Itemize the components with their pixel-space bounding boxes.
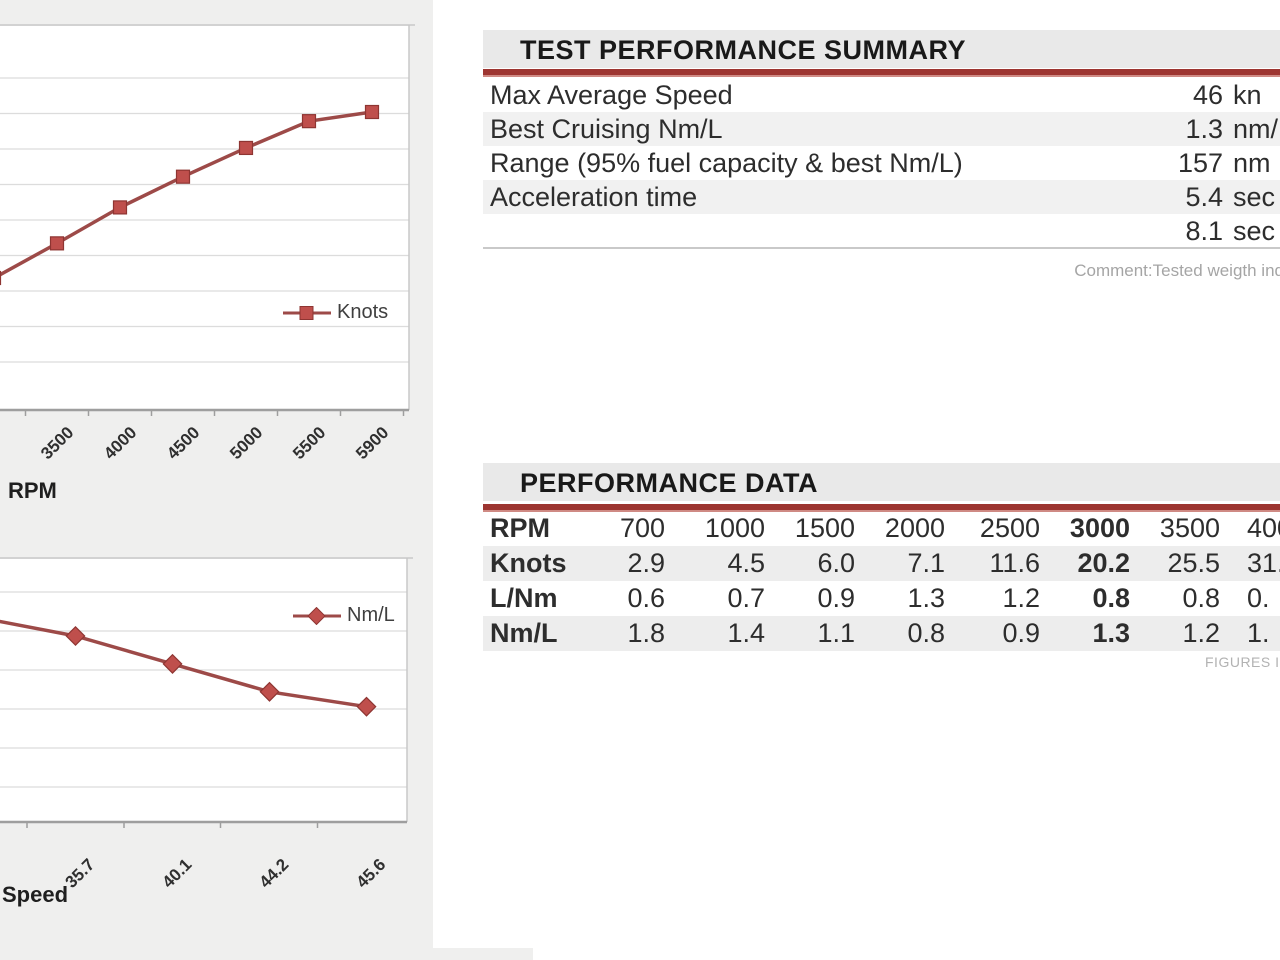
performance-table-cell: 4000 <box>1247 513 1280 543</box>
performance-table-cell: 0.7 <box>727 583 765 613</box>
performance-table-cell: 2000 <box>884 513 945 543</box>
summary-table-row: 8.1 sec <box>483 214 1280 248</box>
knots-vs-rpm-chart <box>0 24 415 416</box>
performance-table-row: L/Nm 0.6 0.7 0.9 1.3 1.2 0.8 0.8 0. <box>483 581 1280 616</box>
data-point-marker <box>175 169 191 184</box>
summary-row-label: Range (95% fuel capacity & best Nm/L) <box>490 148 963 178</box>
performance-table-cell: 700 <box>619 513 665 543</box>
performance-row-label: Knots <box>490 548 567 578</box>
performance-table-cell: 6.0 <box>817 548 855 578</box>
data-point-marker <box>301 114 317 129</box>
summary-row-unit: kn <box>1233 80 1262 110</box>
performance-footnote: FIGURES I <box>1205 654 1280 670</box>
summary-table-bottom-border <box>483 247 1280 249</box>
performance-table-cell: 1. <box>1247 618 1270 648</box>
performance-table-cell: 2500 <box>979 513 1040 543</box>
summary-row-label: Best Cruising Nm/L <box>490 114 723 144</box>
summary-table-row: Acceleration time 5.4 sec <box>483 180 1280 214</box>
performance-table-cell: 7.1 <box>907 548 945 578</box>
plot-area <box>0 26 409 410</box>
data-point-marker <box>259 681 280 702</box>
summary-row-value: 46 <box>1192 80 1223 110</box>
performance-table-cell: 0. <box>1247 583 1270 613</box>
performance-table-cell: 0.9 <box>817 583 855 613</box>
summary-row-value: 157 <box>1177 148 1223 178</box>
summary-row-unit: nm <box>1233 148 1271 178</box>
performance-table-cell: 1.4 <box>727 618 765 648</box>
performance-table-cell: 11.6 <box>989 548 1040 578</box>
performance-table-cell: 0.9 <box>1002 618 1040 648</box>
performance-table-cell: 1.3 <box>907 583 945 613</box>
summary-comment: Comment:Tested weigth ind <box>1074 261 1280 280</box>
summary-row-label: Acceleration time <box>490 182 698 212</box>
performance-table-cell: 0.8 <box>1092 583 1130 613</box>
performance-table-cell: 4.5 <box>727 548 765 578</box>
data-point-marker <box>162 653 183 674</box>
summary-row-value: 1.3 <box>1185 114 1223 144</box>
performance-table-cell: 3500 <box>1159 513 1220 543</box>
data-point-marker <box>364 104 380 120</box>
performance-table-cell: 1500 <box>794 513 855 543</box>
performance-row-label: RPM <box>490 513 550 543</box>
summary-red-divider <box>483 69 1280 77</box>
legend-label: Knots <box>337 301 389 323</box>
data-point-marker <box>65 625 86 647</box>
summary-table-row: Max Average Speed 46 kn <box>483 78 1280 112</box>
summary-row-label: Max Average Speed <box>490 80 733 110</box>
performance-table-cell: 2.9 <box>627 548 665 578</box>
legend-marker-square-icon <box>283 305 331 320</box>
performance-table-cell: 25.5 <box>1167 548 1220 578</box>
performance-table-cell: 0.8 <box>1182 583 1220 613</box>
performance-table-title: PERFORMANCE DATA <box>520 468 818 498</box>
x-axis-title-speed: Speed <box>2 882 69 907</box>
performance-table-header-bar: PERFORMANCE DATA <box>483 463 1280 501</box>
performance-table-cell: 1.2 <box>1002 583 1040 613</box>
summary-table-header-bar: TEST PERFORMANCE SUMMARY <box>483 30 1280 68</box>
data-point-marker <box>238 140 254 156</box>
summary-row-unit: sec <box>1233 216 1276 246</box>
performance-table-cell: 0.8 <box>907 618 945 648</box>
performance-table-cell: 1.3 <box>1092 618 1130 648</box>
performance-table-cell: 1.1 <box>817 618 855 648</box>
plot-area <box>0 559 407 822</box>
performance-red-divider <box>483 504 1280 512</box>
summary-table-row: Best Cruising Nm/L 1.3 nm/L <box>483 112 1280 146</box>
performance-table-row: RPM 700 1000 1500 2000 2500 3000 3500 4000 <box>483 511 1280 546</box>
data-point-marker <box>0 270 2 286</box>
performance-row-label: Nm/L <box>490 618 558 648</box>
summary-table-row: Range (95% fuel capacity & best Nm/L) 157… <box>483 146 1280 180</box>
summary-row-value: 8.1 <box>1185 216 1223 246</box>
summary-row-value: 5.4 <box>1185 182 1223 212</box>
legend-marker-diamond-icon <box>293 606 341 625</box>
x-axis-title-rpm: RPM <box>8 478 57 503</box>
performance-table-cell: 31. <box>1247 548 1280 578</box>
data-point-marker <box>356 696 377 717</box>
performance-table-cell: 0.6 <box>627 583 665 613</box>
performance-table-cell: 20.2 <box>1077 548 1130 578</box>
chart-legend-knots: Knots <box>283 301 388 324</box>
summary-row-unit: sec <box>1233 182 1276 212</box>
data-point-marker <box>49 236 65 251</box>
performance-table-row: Nm/L 1.8 1.4 1.1 0.8 0.9 1.3 1.2 1. <box>483 616 1280 651</box>
performance-table-cell: 1000 <box>704 513 765 543</box>
summary-row-unit: nm/L <box>1233 114 1280 144</box>
performance-table-cell: 1.8 <box>627 618 665 648</box>
performance-table-row: Knots 2.9 4.5 6.0 7.1 11.6 20.2 25.5 31. <box>483 546 1280 581</box>
performance-table-rows: RPM 700 1000 1500 2000 2500 3000 3500 4000 Knots 2… <box>483 511 1280 651</box>
performance-table-cell: 3000 <box>1069 513 1130 543</box>
data-point-marker <box>112 200 128 215</box>
summary-table-title: TEST PERFORMANCE SUMMARY <box>520 35 967 65</box>
nml-vs-speed-chart <box>0 557 413 828</box>
chart-legend-nml: Nm/L <box>293 604 395 627</box>
page-left-gray-column-foot <box>433 948 533 960</box>
performance-row-label: L/Nm <box>490 583 558 613</box>
legend-label: Nm/L <box>347 604 395 626</box>
performance-table-cell: 1.2 <box>1182 618 1220 648</box>
knots-series-line <box>0 110 373 277</box>
summary-table-rows: Max Average Speed 46 kn Best Cruising Nm/L 1… <box>483 78 1280 248</box>
